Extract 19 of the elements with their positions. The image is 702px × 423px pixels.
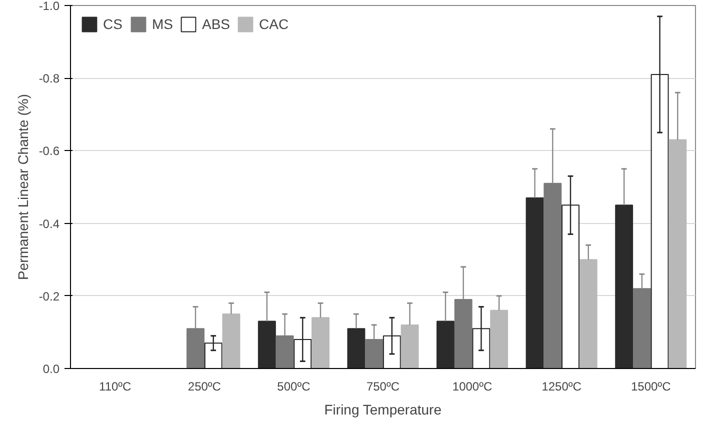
x-axis-title: Firing Temperature [324,402,442,418]
x-tick-label: 750ºC [366,380,400,394]
x-tick-label: 250ºC [188,380,222,394]
y-tick-label: -1.0 [38,0,60,13]
x-tick-label: 500ºC [277,380,311,394]
y-axis-title: Permanent Linear Chante (%) [14,94,31,280]
x-tick-label: 1500ºC [630,380,672,394]
y-tick-label: -0.4 [38,216,60,231]
x-tick-label: 1000ºC [452,380,492,394]
legend-label: CS [103,16,123,32]
y-tick-label: -0.8 [38,72,60,86]
x-tick-label: 110ºC [99,380,132,394]
legend-label: MS [152,16,173,32]
legend-label: ABS [202,16,230,32]
legend-label: CAC [259,16,289,32]
x-tick-label: 1250ºC [542,380,582,394]
y-tick-label: 0.0 [42,362,60,376]
y-tick-label: -0.6 [38,144,60,158]
y-tick-label: -0.2 [38,289,60,304]
